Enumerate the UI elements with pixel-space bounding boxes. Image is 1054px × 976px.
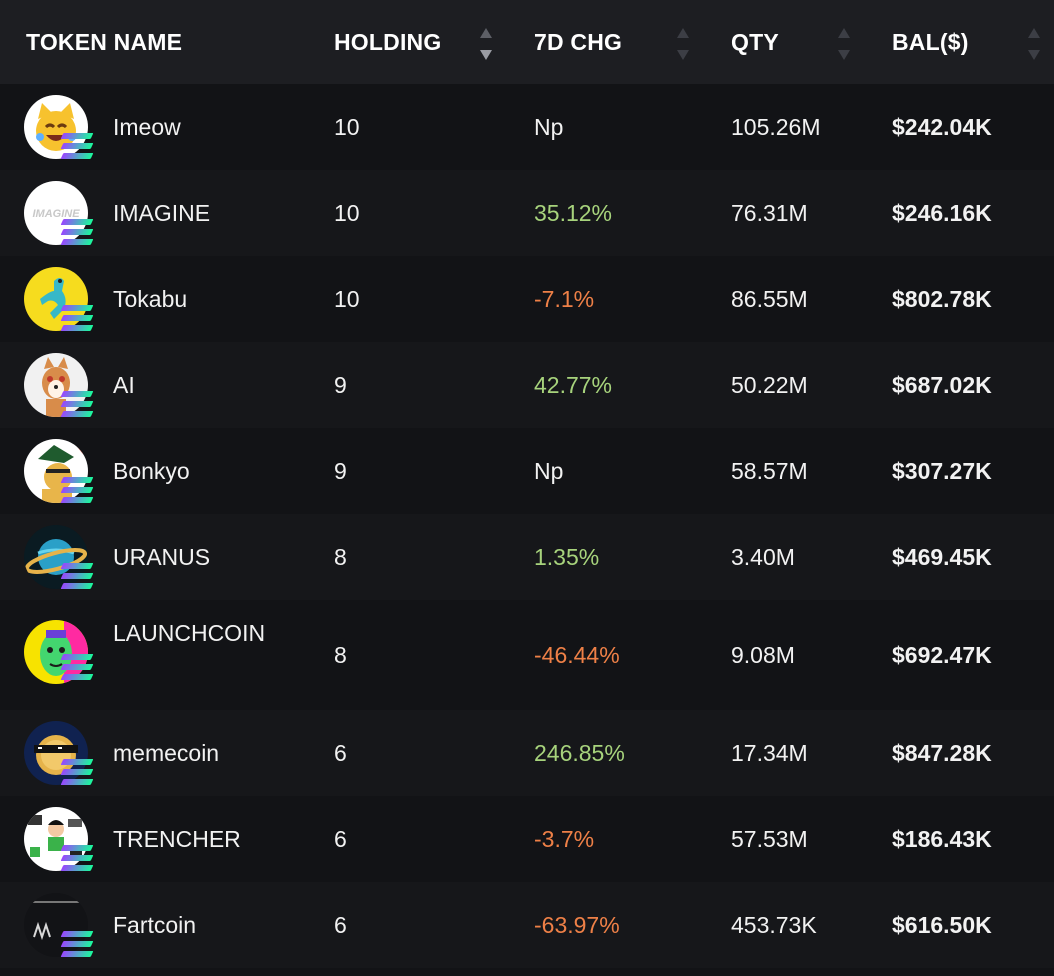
solana-chain-icon (60, 391, 94, 417)
change-7d-value: -7.1% (534, 285, 595, 312)
token-name[interactable]: Imeow (113, 113, 181, 140)
balance-value: $616.50K (892, 911, 992, 938)
holding-value: 6 (334, 825, 347, 852)
solana-chain-icon (60, 654, 94, 680)
change-7d-value: 1.35% (534, 543, 600, 570)
column-header-holding[interactable]: HOLDING (334, 0, 441, 84)
token-name[interactable]: IMAGINE (113, 199, 211, 226)
table-row[interactable]: Tokabu 10 -7.1% 86.55M $802.78K (0, 256, 1054, 342)
table-row[interactable]: memecoin 6 246.85% 17.34M $847.28K (0, 710, 1054, 796)
holding-value: 6 (334, 911, 347, 938)
solana-chain-icon (60, 219, 94, 245)
change-7d-value: Np (534, 113, 564, 140)
balance-value: $847.28K (892, 739, 992, 766)
qty-value: 453.73K (731, 911, 817, 938)
qty-value: 50.22M (731, 371, 808, 398)
sort-7d-change-icon[interactable] (676, 28, 690, 60)
change-7d-value: -63.97% (534, 911, 620, 938)
balance-value: $186.43K (892, 825, 992, 852)
holding-value: 10 (334, 285, 360, 312)
balance-value: $802.78K (892, 285, 992, 312)
token-name[interactable]: Tokabu (113, 285, 188, 312)
token-name[interactable]: TRENCHER (113, 825, 241, 852)
token-name[interactable]: LAUNCHCOIN (113, 620, 266, 646)
column-header-label: HOLDING (334, 28, 442, 55)
table-row[interactable]: AI 9 42.77% 50.22M $687.02K (0, 342, 1054, 428)
svg-text:IMAGINE: IMAGINE (32, 208, 80, 220)
change-7d-value: 42.77% (534, 371, 613, 398)
table-row[interactable]: Bonkyo 9 Np 58.57M $307.27K (0, 428, 1054, 514)
column-header-token-name[interactable]: TOKEN NAME (26, 0, 182, 84)
solana-chain-icon (60, 563, 94, 589)
table-header: TOKEN NAME HOLDING 7D CHG QTY BAL($) (0, 0, 1054, 84)
table-body: Imeow 10 Np 105.26M $242.04K IMAGINE IMAGINE 10… (0, 84, 1054, 968)
token-name[interactable]: URANUS (113, 543, 211, 570)
table-row[interactable]: Imeow 10 Np 105.26M $242.04K (0, 84, 1054, 170)
qty-value: 57.53M (731, 825, 808, 852)
change-7d-value: Np (534, 457, 564, 484)
balance-value: $687.02K (892, 371, 992, 398)
sort-holding-icon[interactable] (479, 28, 493, 60)
holding-value: 10 (334, 199, 360, 226)
qty-value: 76.31M (731, 199, 808, 226)
sort-qty-icon[interactable] (837, 28, 851, 60)
table-row[interactable]: Fartcoin 6 -63.97% 453.73K $616.50K (0, 882, 1054, 968)
solana-chain-icon (60, 477, 94, 503)
holding-value: 8 (334, 543, 347, 570)
sort-balance-icon[interactable] (1027, 28, 1041, 60)
change-7d-value: -3.7% (534, 825, 595, 852)
solana-chain-icon (60, 759, 94, 785)
holding-value: 9 (334, 371, 347, 398)
table-row[interactable]: URANUS 8 1.35% 3.40M $469.45K (0, 514, 1054, 600)
balance-value: $246.16K (892, 199, 992, 226)
table-row[interactable]: IMAGINE IMAGINE 10 35.12% 76.31M $246.16K (0, 170, 1054, 256)
balance-value: $692.47K (892, 641, 992, 668)
qty-value: 3.40M (731, 543, 795, 570)
holding-value: 8 (334, 641, 347, 668)
column-header-label: 7D CHG (534, 28, 623, 55)
qty-value: 17.34M (731, 739, 808, 766)
column-header-label: TOKEN NAME (26, 28, 183, 55)
table-row[interactable]: LAUNCHCOIN 8 -46.44% 9.08M $692.47K (0, 600, 1054, 710)
column-header-label: BAL($) (892, 28, 969, 55)
balance-value: $307.27K (892, 457, 992, 484)
qty-value: 86.55M (731, 285, 808, 312)
holding-value: 10 (334, 113, 360, 140)
change-7d-value: 246.85% (534, 739, 625, 766)
token-name[interactable]: AI (113, 371, 135, 398)
holding-value: 6 (334, 739, 347, 766)
qty-value: 105.26M (731, 113, 821, 140)
solana-chain-icon (60, 133, 94, 159)
solana-chain-icon (60, 305, 94, 331)
fartcoin-logo-icon (24, 893, 88, 957)
balance-value: $469.45K (892, 543, 992, 570)
balance-value: $242.04K (892, 113, 992, 140)
table-row[interactable]: TRENCHER 6 -3.7% 57.53M $186.43K (0, 796, 1054, 882)
column-header-balance[interactable]: BAL($) (892, 0, 969, 84)
token-name[interactable]: memecoin (113, 739, 220, 766)
token-name[interactable]: Fartcoin (113, 911, 197, 938)
holding-value: 9 (334, 457, 347, 484)
column-header-label: QTY (731, 28, 779, 55)
column-header-7d-change[interactable]: 7D CHG (534, 0, 622, 84)
qty-value: 9.08M (731, 641, 795, 668)
qty-value: 58.57M (731, 457, 808, 484)
change-7d-value: -46.44% (534, 641, 620, 668)
column-header-qty[interactable]: QTY (731, 0, 779, 84)
solana-chain-icon (60, 931, 94, 957)
change-7d-value: 35.12% (534, 199, 613, 226)
solana-chain-icon (60, 845, 94, 871)
token-name[interactable]: Bonkyo (113, 457, 190, 484)
